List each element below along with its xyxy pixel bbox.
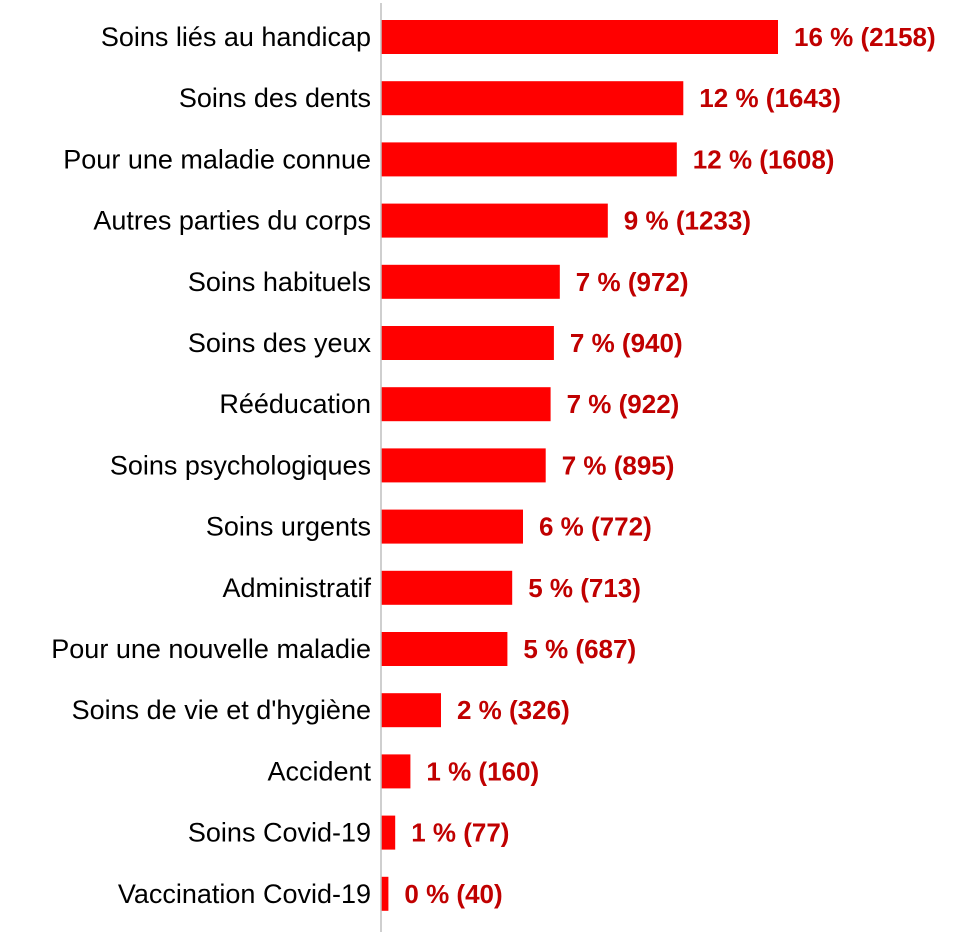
- bar: [381, 876, 389, 911]
- category-labels-group: Soins liés au handicap Soins des dents Pou…: [51, 22, 371, 909]
- category-tick-label: Pour une maladie connue: [63, 144, 371, 174]
- category-tick-label: Accident: [267, 756, 371, 786]
- bar: [381, 203, 608, 238]
- category-tick-label: Autres parties du corps: [93, 206, 371, 236]
- bar: [381, 20, 778, 54]
- category-tick-label: Soins Covid-19: [188, 818, 371, 848]
- category-tick-label: Soins habituels: [188, 267, 371, 297]
- data-label: 7 % (972): [576, 267, 689, 297]
- bar: [381, 632, 508, 666]
- bars-group: [381, 20, 778, 911]
- data-label: 9 % (1233): [624, 206, 751, 236]
- category-tick-label: Soins des dents: [179, 83, 371, 113]
- bar: [381, 387, 551, 422]
- bar: [381, 264, 560, 299]
- bar: [381, 815, 396, 850]
- data-label: 7 % (940): [570, 328, 683, 358]
- bar: [381, 693, 441, 728]
- data-label: 1 % (160): [426, 756, 539, 786]
- category-tick-label: Soins des yeux: [188, 328, 372, 358]
- data-label: 7 % (922): [567, 389, 680, 419]
- category-tick-label: Soins urgents: [206, 512, 371, 542]
- data-label: 12 % (1608): [693, 144, 835, 174]
- category-tick-label: Rééducation: [219, 389, 371, 419]
- category-tick-label: Soins de vie et d'hygiène: [72, 695, 371, 725]
- category-tick-label: Soins psychologiques: [110, 450, 371, 480]
- data-label: 12 % (1643): [699, 83, 841, 113]
- bar: [381, 326, 554, 360]
- bar: [381, 509, 523, 544]
- category-tick-label: Soins liés au handicap: [101, 22, 371, 52]
- data-label: 5 % (687): [523, 634, 636, 664]
- data-label: 6 % (772): [539, 512, 652, 542]
- category-tick-label: Administratif: [222, 573, 371, 603]
- data-label: 0 % (40): [404, 879, 502, 909]
- data-label: 7 % (895): [562, 450, 675, 480]
- data-label: 5 % (713): [528, 573, 641, 603]
- data-labels-group: 16 % (2158) 12 % (1643) 12 % (1608) 9 % (12…: [404, 22, 935, 909]
- category-tick-label: Vaccination Covid-19: [118, 879, 371, 909]
- category-tick-label: Pour une nouvelle maladie: [51, 634, 371, 664]
- data-label: 2 % (326): [457, 695, 570, 725]
- bar: [381, 142, 677, 177]
- bar: [381, 81, 684, 116]
- bar: [381, 754, 411, 789]
- bar: [381, 448, 546, 483]
- data-label: 1 % (77): [411, 818, 509, 848]
- bar: [381, 570, 513, 605]
- data-label: 16 % (2158): [794, 22, 936, 52]
